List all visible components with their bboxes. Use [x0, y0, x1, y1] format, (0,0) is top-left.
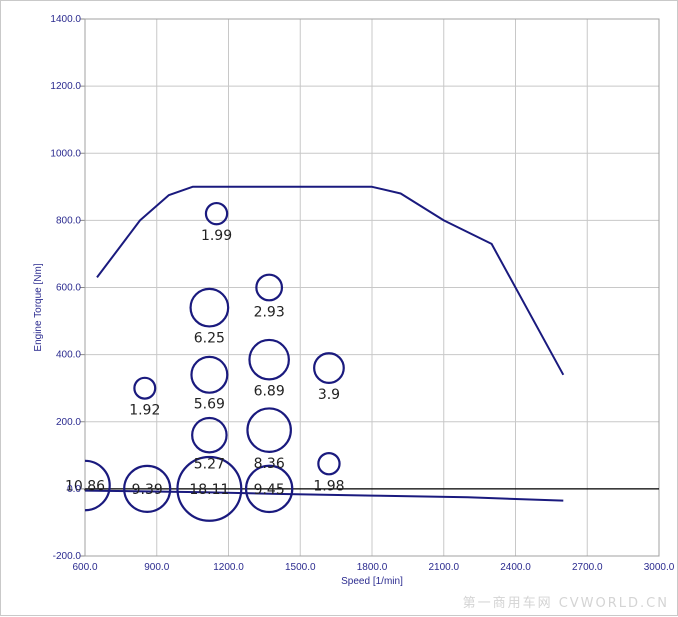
y-tick-label: 1400.0	[50, 14, 81, 25]
x-tick-label: 1200.0	[213, 562, 244, 573]
bubble-label: 1.99	[201, 228, 232, 244]
bubble	[191, 416, 228, 454]
bubble	[248, 338, 290, 381]
bubble	[246, 407, 292, 453]
bubbles	[85, 201, 345, 522]
bubble-label: 6.89	[254, 383, 285, 399]
x-tick-label: 900.0	[144, 562, 169, 573]
bubble	[123, 464, 172, 513]
bubble-labels: 10.86 9.39 18.11 9.45 5.27 8.36 1.98 5.69 6.89 3.…	[65, 228, 345, 498]
bubble-label: 5.69	[194, 397, 225, 413]
y-tick-labels: -200.0 0.0 200.0 400.0 600.0 800.0 1000.0 1200.…	[50, 14, 81, 562]
bubble-label: 1.98	[313, 478, 344, 494]
bubble	[133, 376, 157, 400]
bubble-label: 8.36	[254, 456, 285, 472]
bubble-label: 9.45	[254, 482, 285, 498]
x-tick-label: 1500.0	[285, 562, 316, 573]
bubble-label: 10.86	[65, 479, 105, 495]
x-tick-label: 2100.0	[428, 562, 459, 573]
bubble-label: 2.93	[254, 304, 285, 320]
bubble-label: 3.9	[318, 387, 340, 403]
bubble	[190, 355, 229, 394]
full-load-torque-curve	[96, 185, 565, 376]
bubble-label: 9.39	[132, 482, 163, 498]
bubble-label: 1.92	[129, 403, 160, 419]
bubble-label: 5.27	[194, 456, 225, 472]
bubble-label: 6.25	[194, 330, 225, 346]
x-tick-label: 2700.0	[572, 562, 603, 573]
series-lines	[84, 185, 565, 502]
y-axis-title: Engine Torque [Nm]	[33, 263, 44, 351]
x-tick-label: 2400.0	[500, 562, 531, 573]
x-axis-title: Speed [1/min]	[341, 576, 403, 587]
bubble	[313, 352, 345, 384]
x-tick-label: 3000.0	[644, 562, 675, 573]
bubble	[85, 459, 111, 512]
bubble	[189, 287, 230, 328]
y-tick-label: 400.0	[56, 350, 81, 361]
y-tick-label: 1000.0	[50, 148, 81, 159]
bubble	[317, 452, 341, 476]
y-tick-label: 1200.0	[50, 81, 81, 92]
y-tick-label: -200.0	[53, 551, 82, 562]
watermark: 第一商用车网 CVWORLD.CN	[462, 596, 669, 611]
drag-torque-curve	[84, 489, 564, 502]
bubble	[176, 455, 243, 522]
bubble	[204, 201, 229, 226]
x-tick-label: 1800.0	[357, 562, 388, 573]
bubble-label: 18.11	[189, 482, 229, 498]
bubble	[255, 273, 284, 302]
bubble	[244, 464, 294, 514]
y-tick-label: 800.0	[56, 215, 81, 226]
y-tick-label: 0.0	[67, 484, 81, 495]
x-tick-labels: 600.0 900.0 1200.0 1500.0 1800.0 2100.0 2400.0…	[72, 562, 674, 573]
y-tick-label: 600.0	[56, 283, 81, 294]
y-tick-label: 200.0	[56, 417, 81, 428]
x-tick-label: 600.0	[72, 562, 97, 573]
plot-border	[84, 18, 660, 557]
